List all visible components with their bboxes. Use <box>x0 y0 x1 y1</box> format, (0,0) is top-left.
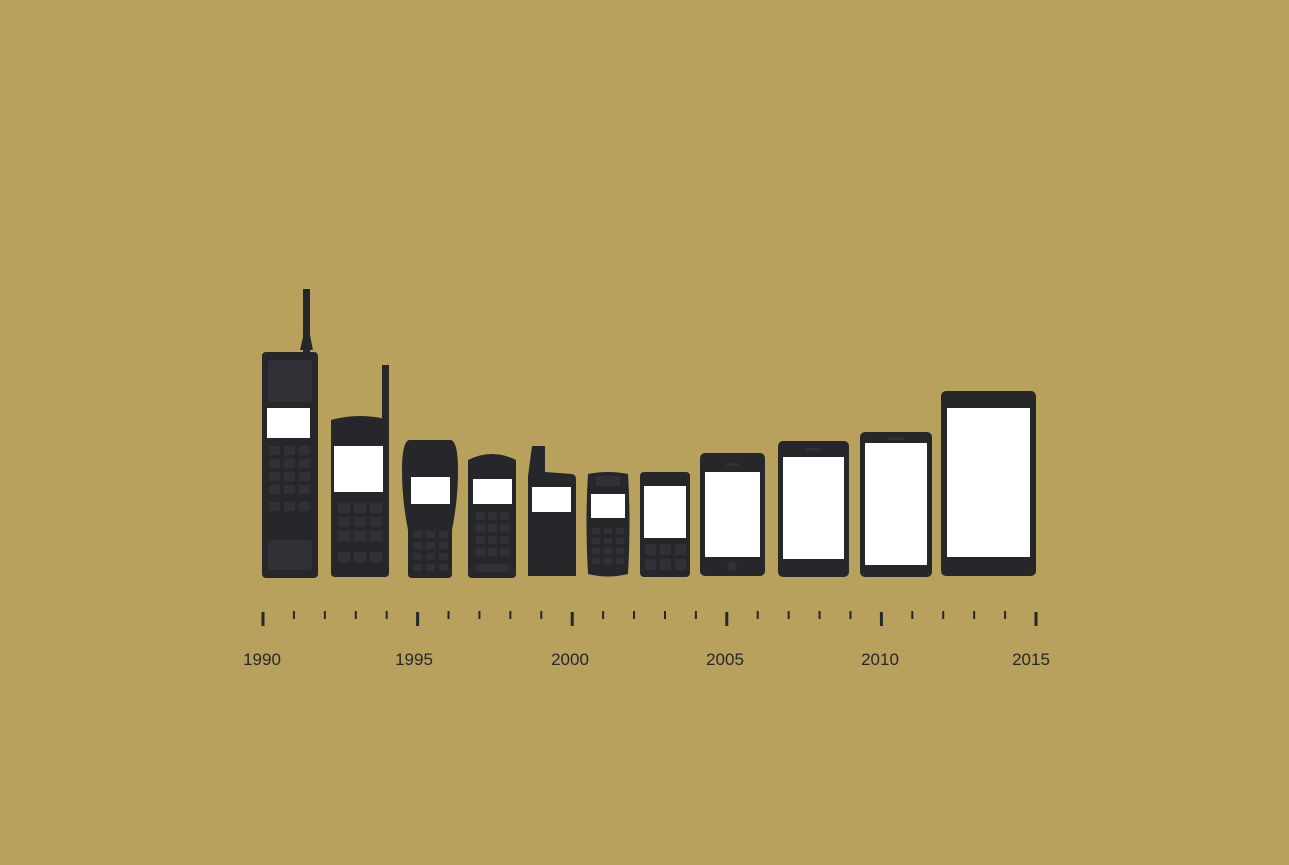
timeline-axis <box>261 611 1038 626</box>
phablet-icon <box>941 391 1036 576</box>
rounded-keypad-phone-icon <box>402 440 458 578</box>
year-label-2005: 2005 <box>706 650 744 669</box>
early-smartphone-icon <box>700 453 765 576</box>
year-label-2015: 2015 <box>1012 650 1050 669</box>
antenna-phone-icon <box>331 365 389 577</box>
year-label-1990: 1990 <box>243 650 281 669</box>
small-screen-keypad-phone-icon <box>640 472 690 577</box>
brick-phone-icon <box>262 289 318 578</box>
year-label-2010: 2010 <box>861 650 899 669</box>
large-touchscreen-phone-icon <box>860 432 932 577</box>
touchscreen-phone-icon <box>778 441 849 577</box>
year-label-1995: 1995 <box>395 650 433 669</box>
year-label-2000: 2000 <box>551 650 589 669</box>
compact-keypad-phone-icon <box>586 472 630 577</box>
stub-antenna-phone-icon <box>528 446 576 576</box>
flat-top-keypad-phone-icon <box>468 454 516 578</box>
